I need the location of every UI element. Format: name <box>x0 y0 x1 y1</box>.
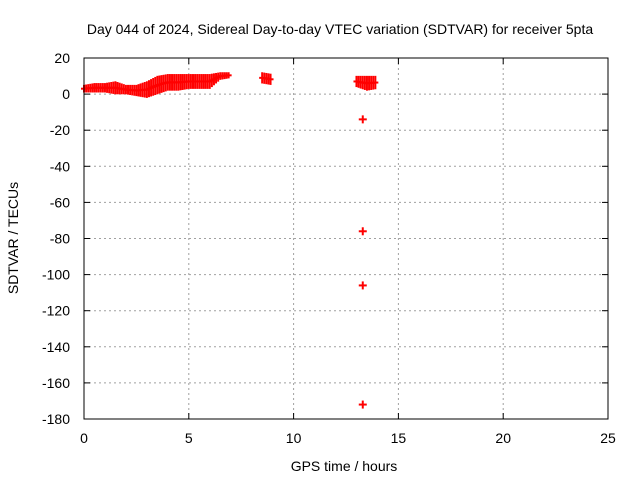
chart-title: Day 044 of 2024, Sidereal Day-to-day VTE… <box>87 21 594 37</box>
grid-lines <box>84 58 608 419</box>
x-tick-label: 25 <box>600 430 616 446</box>
x-tick-label: 10 <box>286 430 302 446</box>
y-tick-label: -140 <box>42 339 70 355</box>
y-axis-label: SDTVAR / TECUs <box>5 182 21 294</box>
x-axis-label: GPS time / hours <box>291 458 398 474</box>
axis-ticks <box>83 57 609 420</box>
outlier-point <box>358 115 367 124</box>
x-tick-labels: 0 5 10 15 20 25 <box>80 430 616 446</box>
y-tick-label: 0 <box>62 86 70 102</box>
y-tick-label: -180 <box>42 411 70 427</box>
outlier-point <box>358 281 367 290</box>
x-tick-label: 0 <box>80 430 88 446</box>
outlier-point <box>358 400 367 409</box>
y-tick-label: -160 <box>42 375 70 391</box>
outlier-point <box>358 227 367 236</box>
y-tick-label: -80 <box>50 231 70 247</box>
y-tick-label: 20 <box>54 50 70 66</box>
y-tick-label: -100 <box>42 267 70 283</box>
y-tick-label: -40 <box>50 158 70 174</box>
y-tick-label: -60 <box>50 194 70 210</box>
data-points <box>81 72 379 409</box>
y-tick-label: -120 <box>42 303 70 319</box>
data-band <box>81 72 379 98</box>
x-tick-label: 5 <box>185 430 193 446</box>
x-tick-label: 20 <box>495 430 511 446</box>
y-tick-labels: 20 0 -20 -40 -60 -80 -100 -120 -140 -160 -180 <box>42 50 70 427</box>
x-tick-label: 15 <box>391 430 407 446</box>
y-tick-label: -20 <box>50 122 70 138</box>
